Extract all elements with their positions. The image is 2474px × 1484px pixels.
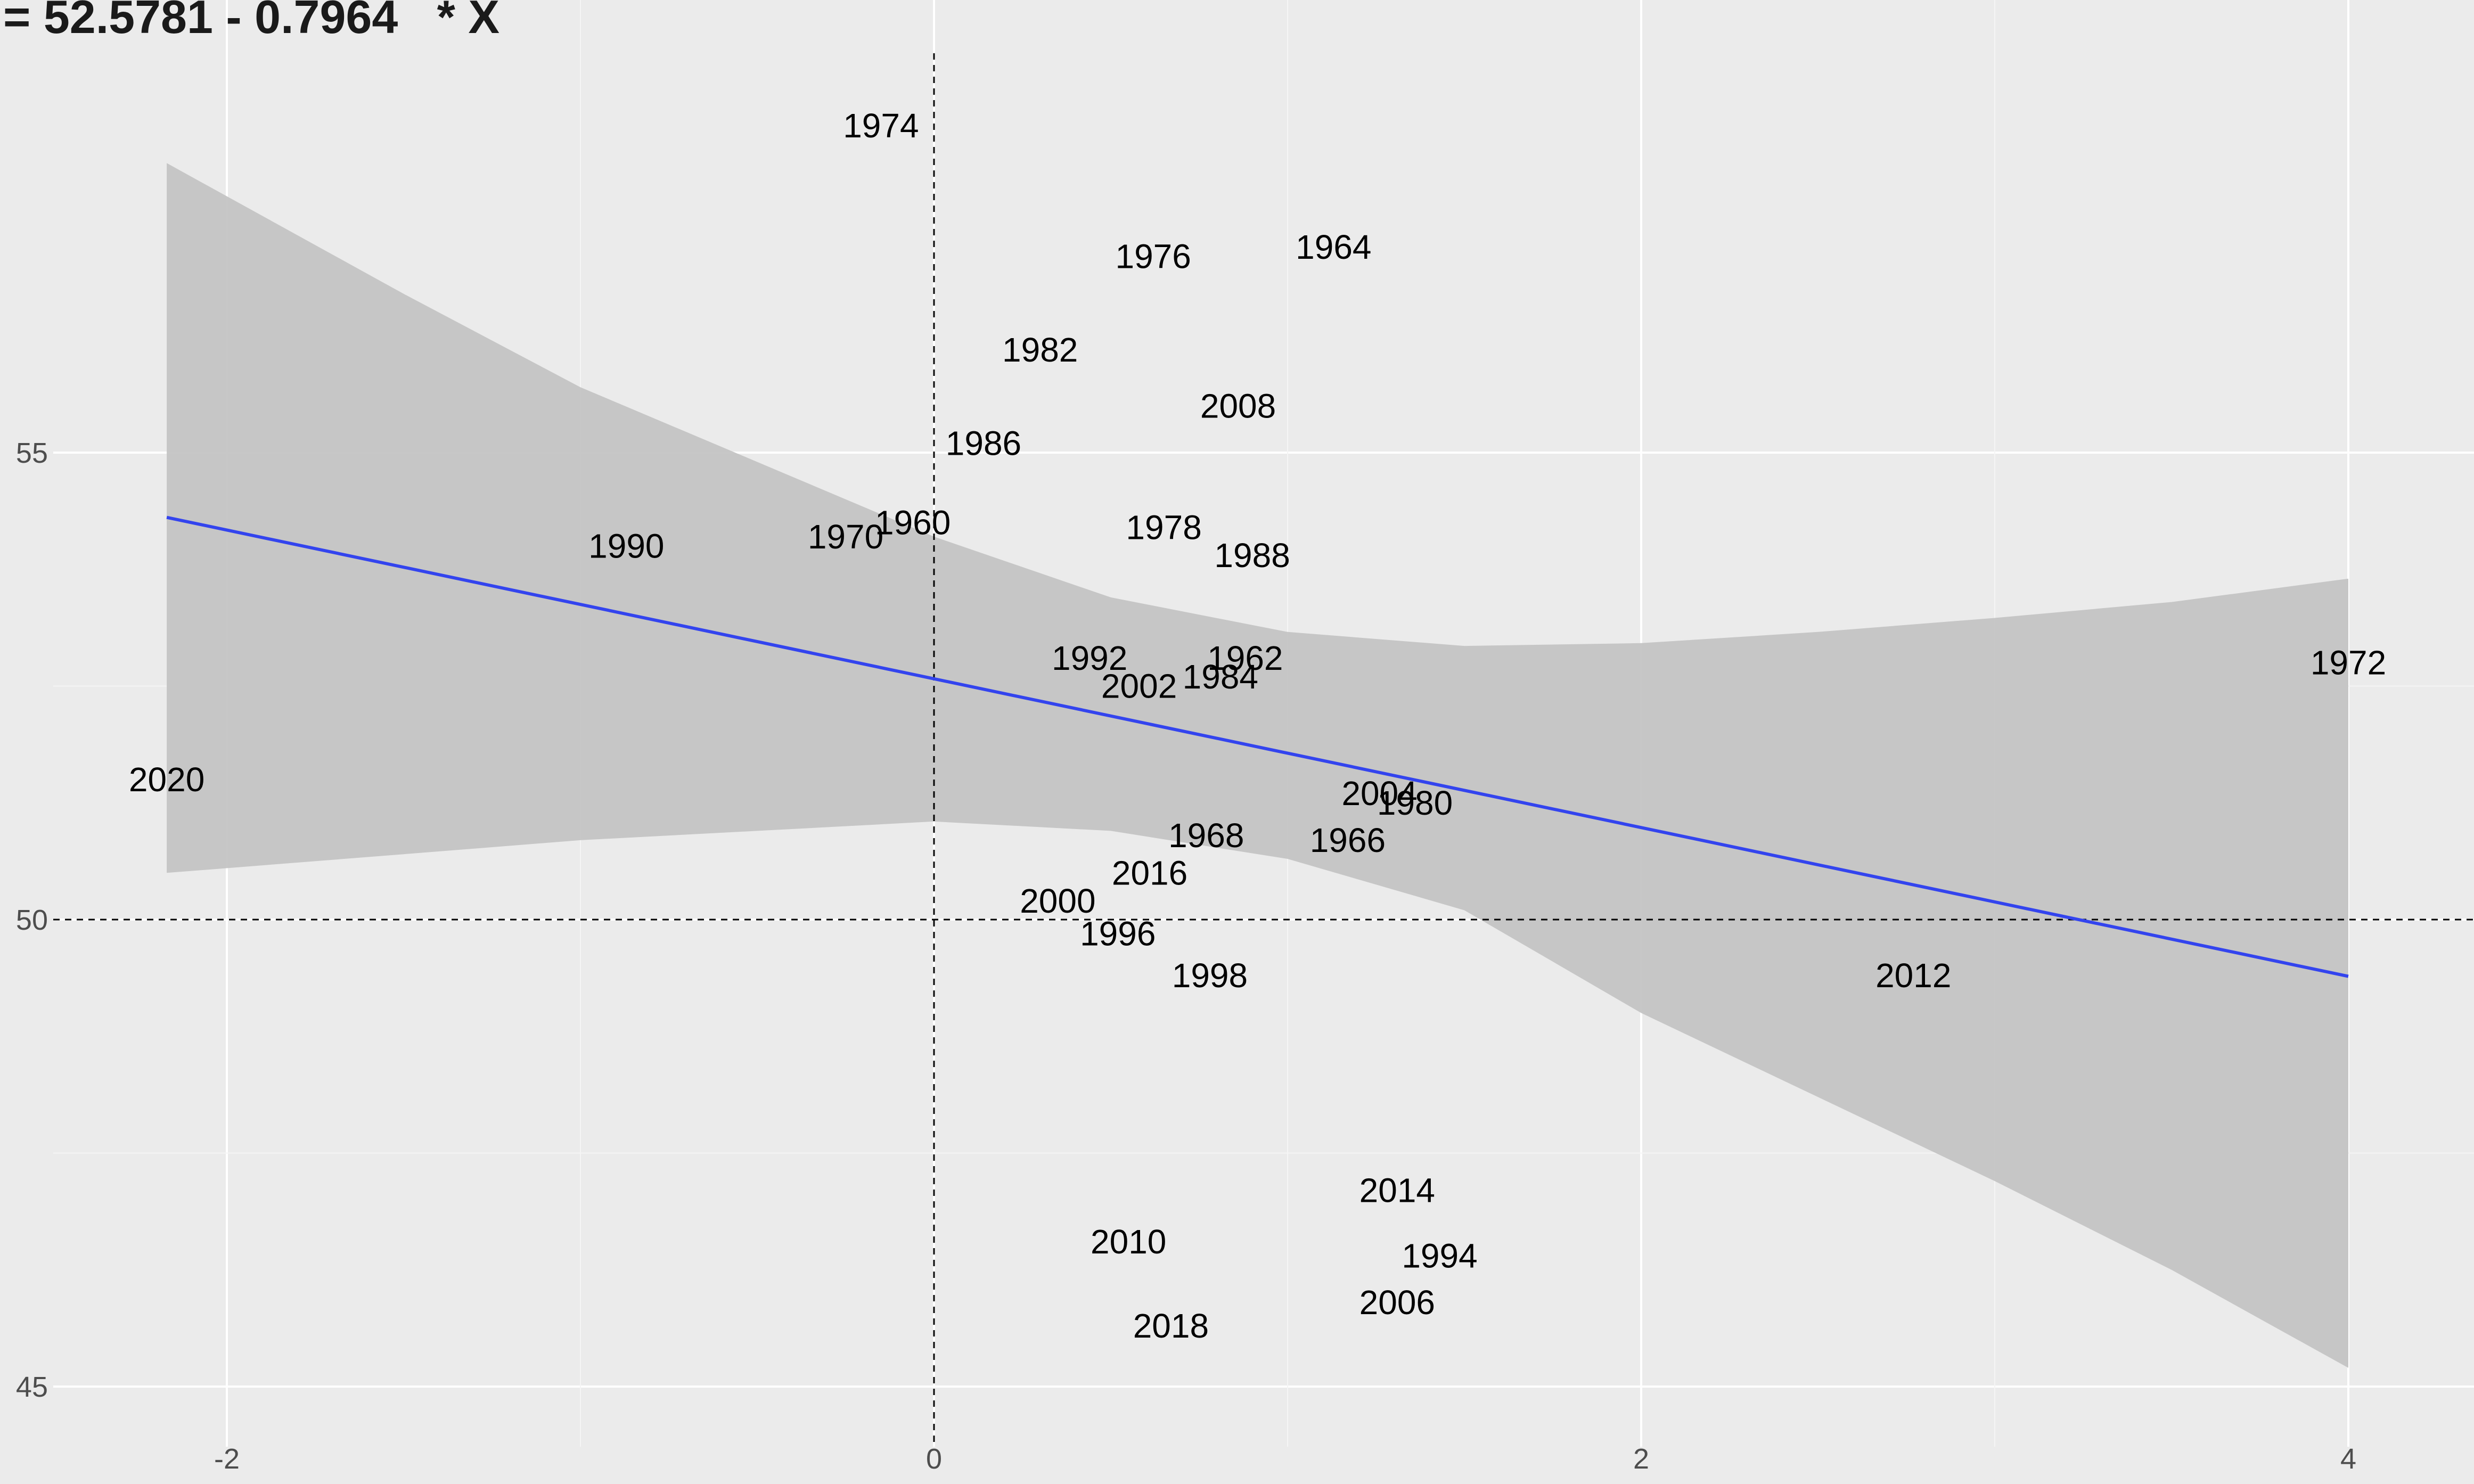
chart-title: = 52.5781 - 0.7964 * X	[3, 0, 499, 43]
point-label-1966: 1966	[1310, 821, 1386, 859]
point-label-2004: 2004	[1341, 774, 1417, 813]
point-label-2008: 2008	[1200, 387, 1276, 425]
point-label-1994: 1994	[1402, 1236, 1477, 1275]
point-label-1982: 1982	[1002, 331, 1078, 369]
x-tick-label: -2	[214, 1443, 240, 1475]
point-label-1962: 1962	[1207, 639, 1283, 677]
point-label-1980: 1980	[1377, 784, 1453, 822]
axis-tick-labels: -2 0 2 4 45 50 55	[16, 437, 2356, 1475]
y-tick-label: 50	[16, 904, 48, 936]
reference-lines	[53, 53, 2474, 1447]
confidence-band-group	[167, 163, 2348, 1368]
point-label-1984: 1984	[1183, 658, 1258, 696]
x-tick-label: 2	[1633, 1443, 1649, 1475]
point-label-2014: 2014	[1359, 1171, 1435, 1210]
point-label-1970: 1970	[808, 518, 883, 556]
y-tick-label: 55	[16, 437, 48, 469]
point-label-2020: 2020	[129, 760, 204, 799]
y-tick-label: 45	[16, 1371, 48, 1403]
point-label-1972: 1972	[2311, 644, 2386, 682]
point-label-1960: 1960	[875, 504, 951, 542]
point-label-2000: 2000	[1020, 882, 1095, 920]
point-label-2006: 2006	[1359, 1283, 1435, 1322]
point-label-2002: 2002	[1101, 667, 1177, 706]
regression-line-group	[166, 515, 2349, 978]
point-label-1998: 1998	[1172, 956, 1248, 995]
point-label-1990: 1990	[588, 527, 664, 565]
point-label-1964: 1964	[1296, 228, 1371, 266]
point-label-1968: 1968	[1168, 816, 1244, 855]
point-label-2010: 2010	[1091, 1223, 1166, 1261]
regression-line	[166, 515, 2349, 978]
point-label-1976: 1976	[1115, 237, 1191, 276]
point-label-1986: 1986	[946, 424, 1021, 462]
point-label-1978: 1978	[1126, 508, 1201, 546]
confidence-band	[167, 163, 2348, 1368]
point-label-2012: 2012	[1875, 956, 1951, 995]
point-label-1974: 1974	[843, 106, 919, 145]
point-label-2018: 2018	[1133, 1307, 1209, 1345]
point-label-1992: 1992	[1052, 639, 1127, 677]
point-label-2016: 2016	[1112, 854, 1187, 892]
x-tick-label: 4	[2340, 1443, 2356, 1475]
x-tick-label: 0	[926, 1443, 942, 1475]
point-label-1996: 1996	[1080, 914, 1156, 953]
point-label-1988: 1988	[1214, 536, 1290, 575]
